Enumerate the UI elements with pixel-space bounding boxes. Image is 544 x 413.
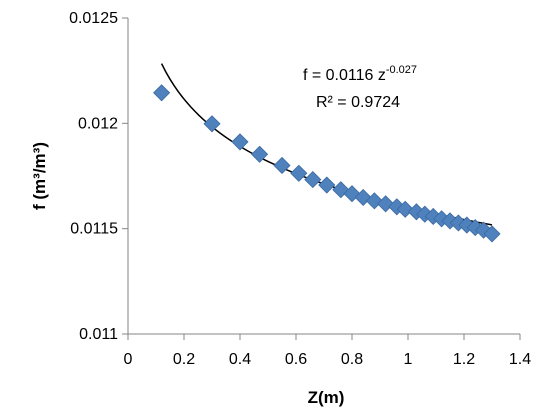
data-point [153,84,171,102]
y-axis-title: f (m³/m³) [30,142,49,210]
data-point [273,156,291,175]
axes [127,18,520,335]
x-axis-title: Z(m) [308,388,345,407]
trendline-equation-base: f = 0.0116 z [303,67,386,84]
trendline-equation-exponent: -0.027 [386,64,417,76]
x-tick-label: 0.8 [341,351,363,368]
x-tick-label: 1.4 [509,351,531,368]
data-point [231,133,249,151]
data-point [304,171,322,189]
data-point [483,225,501,243]
x-tick-label: 0.4 [229,351,251,368]
data-points [153,84,501,243]
x-tick-label: 1.2 [453,351,475,368]
trendline-equation: f = 0.0116 z-0.027 [303,64,417,84]
y-axis-ticks: 0.011 0.0115 0.012 0.0125 [69,10,128,343]
data-point [251,145,269,163]
data-point [203,115,221,133]
y-tick-label: 0.0115 [70,221,118,238]
x-tick-label: 0.6 [285,351,307,368]
x-axis-ticks: 0 0.2 0.4 0.6 0.8 1 1.2 1.4 [124,334,531,368]
x-tick-label: 0 [124,351,133,368]
data-point [290,164,308,182]
power-trendline [160,63,493,226]
y-tick-label: 0.012 [78,115,118,132]
x-tick-label: 0.2 [173,351,195,368]
r-squared-label: R² = 0.9724 [316,94,400,111]
y-tick-label: 0.0125 [69,10,118,27]
y-tick-label: 0.011 [79,326,118,343]
data-point [318,176,336,194]
data-point [396,200,414,218]
x-tick-label: 1 [404,351,413,368]
